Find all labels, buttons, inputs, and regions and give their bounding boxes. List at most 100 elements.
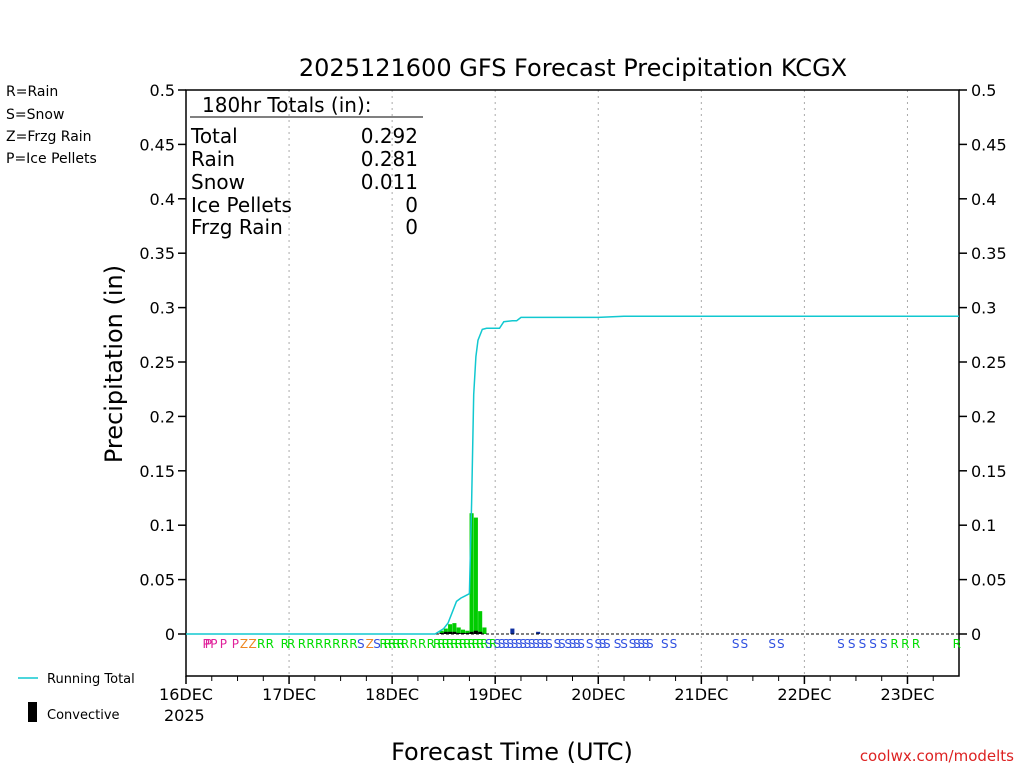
ptype-letter: S — [740, 637, 748, 651]
legend-frzg-rain: Z=Frzg Rain — [6, 129, 92, 145]
y-tick-label: 0.35 — [139, 244, 175, 263]
y-tick-label-right: 0.35 — [971, 244, 1007, 263]
ptype-letter: R — [480, 637, 488, 651]
convective-bar — [452, 631, 457, 634]
ptype-letter: S — [524, 637, 532, 651]
x-tick-label: 22DEC — [777, 685, 831, 704]
ptype-letter: S — [848, 637, 856, 651]
y-tick-label-right: 0.5 — [971, 81, 996, 100]
ptype-letter: S — [633, 637, 641, 651]
precip-bar — [482, 627, 487, 634]
ptype-letter: R — [455, 637, 463, 651]
ptype-letter: P — [220, 637, 227, 651]
y-tick-label: 0.5 — [150, 81, 175, 100]
ptype-letter: R — [257, 637, 265, 651]
y-tick-label-right: 0.25 — [971, 353, 1007, 372]
ptype-letter: R — [476, 637, 484, 651]
precip-bar — [478, 611, 483, 634]
y-axis-title: Precipitation (in) — [100, 265, 128, 463]
ptype-letter: R — [459, 637, 467, 651]
ptype-letter: S — [642, 637, 650, 651]
ptype-letter: R — [266, 637, 274, 651]
ptype-letter: R — [401, 637, 409, 651]
ptype-letter: R — [442, 637, 450, 651]
x-tick-label: 17DEC — [262, 685, 316, 704]
y-tick-label: 0.05 — [139, 571, 175, 590]
y-tick-label-right: 0.1 — [971, 516, 996, 535]
ptype-letter: S — [577, 637, 585, 651]
y-tick-label: 0 — [165, 625, 175, 644]
precip-bars — [439, 513, 541, 634]
ptype-letter: S — [661, 637, 669, 651]
ptype-letter: Z — [248, 637, 256, 651]
ptype-letter: R — [281, 637, 289, 651]
ptype-letter: R — [409, 637, 417, 651]
totals-label-frzg-rain: Frzg Rain — [191, 215, 283, 239]
precip-type-legend: R=Rain S=Snow Z=Frzg Rain P=Ice Pellets — [6, 84, 97, 167]
ptype-letter: S — [357, 637, 365, 651]
ptype-letter: R — [433, 637, 441, 651]
convective-legend-label: Convective — [47, 708, 120, 723]
totals-label-rain: Rain — [191, 147, 235, 171]
ptype-letter: R — [392, 637, 400, 651]
totals-value-ice-pellets: 0 — [405, 193, 418, 217]
ptype-letter: S — [519, 637, 527, 651]
y-tick-label: 0.4 — [150, 190, 175, 209]
convective-bar — [460, 632, 466, 634]
ptype-letter: S — [837, 637, 845, 651]
ptype-letter: R — [437, 637, 445, 651]
year-label: 2025 — [164, 706, 205, 725]
legend-snow: S=Snow — [6, 107, 64, 123]
precip-bar — [465, 630, 470, 634]
x-tick-label: 18DEC — [365, 685, 419, 704]
ptype-letter: P — [232, 637, 239, 651]
totals-value-total: 0.292 — [361, 124, 418, 148]
x-axis-title: Forecast Time (UTC) — [391, 738, 633, 766]
ptype-letter: R — [287, 637, 295, 651]
convective-bar — [439, 632, 444, 634]
legend-ice-pellets: P=Ice Pellets — [6, 151, 97, 167]
running-total-line — [186, 315, 959, 635]
snow-bar — [510, 628, 515, 634]
x-axis: 16DEC 17DEC 18DEC 19DEC 20DEC 21DEC 22DEC 23DEC — [159, 676, 934, 704]
snow-bar — [536, 631, 541, 634]
precip-bar — [452, 623, 457, 634]
convective-bar — [448, 631, 453, 634]
ptype-letter: S — [620, 637, 628, 651]
ptype-letter: R — [306, 637, 314, 651]
ptype-letter: S — [768, 637, 776, 651]
convective-bar — [456, 632, 461, 634]
ptype-letter: R — [901, 637, 909, 651]
ptype-letter: S — [554, 637, 562, 651]
ptype-letter: S — [646, 637, 654, 651]
ptype-letter: R — [388, 637, 396, 651]
ptype-letter: S — [603, 637, 611, 651]
ptype-letter: R — [332, 637, 340, 651]
ptype-letter: R — [418, 637, 426, 651]
x-tick-label: 16DEC — [159, 685, 213, 704]
ptype-letter: S — [732, 637, 740, 651]
precip-bar — [469, 513, 474, 634]
y-tick-label: 0.25 — [139, 353, 175, 372]
ptype-letter: R — [890, 637, 898, 651]
ptype-letter: P — [203, 637, 210, 651]
ptype-letter: R — [324, 637, 332, 651]
ptype-letter: S — [515, 637, 523, 651]
ptype-letter: S — [506, 637, 514, 651]
convective-swatch — [28, 702, 37, 722]
ptype-letter: Z — [240, 637, 248, 651]
y-tick-label-right: 0.15 — [971, 462, 1007, 481]
precip-bar — [460, 629, 466, 634]
ptype-letter: S — [502, 637, 510, 651]
y-tick-label-right: 0.2 — [971, 407, 996, 426]
ptype-letter: R — [953, 637, 961, 651]
totals-label-total: Total — [190, 124, 238, 148]
plot-frame — [185, 89, 960, 677]
ptype-letter: S — [564, 637, 572, 651]
y-tick-label: 0.3 — [150, 299, 175, 318]
ptype-letter: R — [446, 637, 454, 651]
ptype-letter: R — [472, 637, 480, 651]
ptype-letter: S — [880, 637, 888, 651]
